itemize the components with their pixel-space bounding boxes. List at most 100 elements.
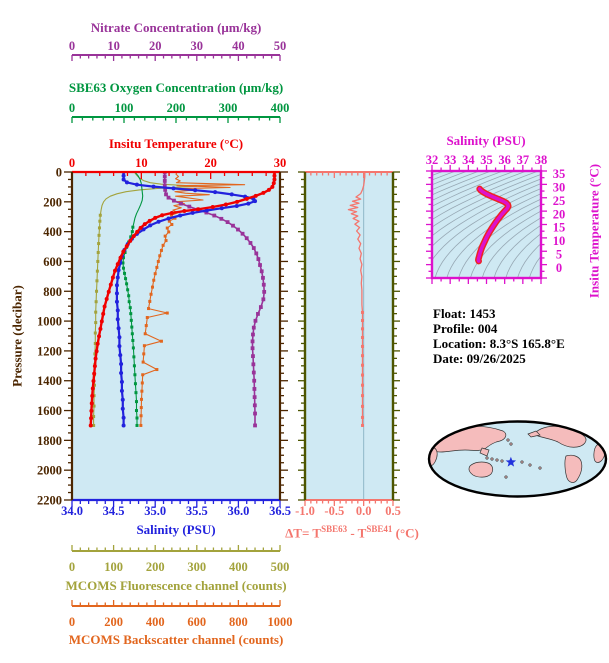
axis-tick-label: 0 bbox=[69, 156, 75, 170]
ts-temperature-tick-label: 20 bbox=[553, 207, 566, 221]
axis-tick-label: 10 bbox=[107, 39, 120, 53]
pressure-tick-label: 1800 bbox=[37, 434, 62, 448]
axis-tick-label: 0.5 bbox=[385, 504, 401, 518]
axis-tick-label: 0 bbox=[69, 39, 75, 53]
axis-tick-label: 20 bbox=[204, 156, 217, 170]
axis-tick-label: 0.0 bbox=[356, 504, 372, 518]
axis-tick-label: 36.0 bbox=[227, 504, 249, 518]
pressure-tick-label: 200 bbox=[43, 195, 62, 209]
axis-tick-label: 300 bbox=[219, 101, 238, 115]
float-id-line: Float: 1453 bbox=[433, 306, 496, 321]
axis-tick-label: 35.5 bbox=[186, 504, 208, 518]
axis-tick-label: 35.0 bbox=[144, 504, 166, 518]
ts-curve bbox=[476, 187, 511, 263]
axis-tick-label: -0.5 bbox=[324, 504, 344, 518]
fluorescence-axis: 0 100 200 300 400 500 bbox=[69, 545, 290, 574]
axis-tick-label: 36.5 bbox=[269, 504, 291, 518]
axis-tick-label: 0 bbox=[69, 560, 75, 574]
ts-temperature-tick-label: 0 bbox=[556, 261, 562, 275]
pressure-tick-label: 1400 bbox=[37, 374, 62, 388]
axis-tick-label: 20 bbox=[149, 39, 162, 53]
axis-tick-label: 400 bbox=[229, 560, 248, 574]
axis-tick-label: -1.0 bbox=[295, 504, 315, 518]
salinity-axis-title: Salinity (PSU) bbox=[136, 522, 216, 537]
delta-t-axis-title: ΔT= TSBE63 - TSBE41 (°C) bbox=[285, 522, 419, 540]
main-panel-axes: 0200400600800100012001400160018002000220… bbox=[37, 156, 291, 518]
main-panel-series bbox=[88, 172, 277, 428]
axis-tick-label: 1000 bbox=[268, 615, 293, 629]
axis-tick-label: 40 bbox=[232, 39, 245, 53]
map-continent bbox=[564, 454, 583, 483]
pressure-tick-label: 2000 bbox=[37, 464, 62, 478]
ts-temperature-tick-label: 10 bbox=[553, 234, 566, 248]
delta-t-panel-background bbox=[305, 172, 393, 500]
date-line: Date: 09/26/2025 bbox=[433, 351, 526, 366]
pressure-tick-label: 800 bbox=[43, 285, 62, 299]
axis-tick-label: 200 bbox=[146, 560, 165, 574]
map-island bbox=[528, 463, 532, 467]
fluorescence-axis-title: MCOMS Fluorescence channel (counts) bbox=[65, 578, 287, 593]
axis-tick-label: 0 bbox=[69, 615, 75, 629]
axis-tick-label: 0 bbox=[69, 101, 75, 115]
axis-tick-label: 30 bbox=[274, 156, 287, 170]
axis-tick-label: 400 bbox=[271, 101, 290, 115]
temperature-axis-title: Insitu Temperature (°C) bbox=[108, 136, 244, 151]
pressure-axis-title: Pressure (decibar) bbox=[9, 285, 25, 387]
main-panel-background bbox=[72, 172, 280, 500]
profile-number-line: Profile: 004 bbox=[433, 321, 498, 336]
map-island bbox=[490, 457, 494, 461]
pressure-tick-label: 400 bbox=[43, 225, 62, 239]
ts-temperature-tick-label: 5 bbox=[556, 247, 562, 261]
map-island bbox=[504, 475, 508, 479]
ts-temperature-axis-title: Insitu Temperature (°C) bbox=[586, 163, 602, 299]
map-island bbox=[509, 442, 513, 446]
oxygen-axis-title: SBE63 Oxygen Concentration (μm/kg) bbox=[68, 80, 284, 95]
pressure-tick-label: 0 bbox=[56, 166, 62, 180]
axis-tick-label: 34 bbox=[462, 153, 475, 167]
axis-tick-label: 400 bbox=[146, 615, 165, 629]
axis-tick-label: 100 bbox=[115, 101, 134, 115]
backscatter-axis: 0 200 400 600 800 1000 bbox=[69, 600, 293, 629]
map-island bbox=[506, 438, 510, 442]
pressure-tick-label: 2200 bbox=[37, 494, 62, 508]
map-island bbox=[538, 466, 542, 470]
axis-tick-label: 37 bbox=[517, 153, 530, 167]
map-continent bbox=[468, 461, 494, 478]
pressure-tick-label: 600 bbox=[43, 255, 62, 269]
axis-tick-label: 10 bbox=[135, 156, 148, 170]
map-island bbox=[495, 458, 499, 462]
delta-t-label-part: ΔT= T bbox=[285, 525, 322, 541]
delta-t-sup-sbe63: SBE63 bbox=[321, 524, 348, 534]
delta-t-series bbox=[347, 172, 366, 427]
ts-panel-background bbox=[432, 171, 541, 278]
pressure-tick-label: 1200 bbox=[37, 344, 62, 358]
pressure-tick-label: 1000 bbox=[37, 315, 62, 329]
ts-temperature-tick-label: 35 bbox=[553, 167, 566, 181]
axis-tick-label: 35 bbox=[480, 153, 493, 167]
nitrate-axis: 0 10 20 30 40 50 bbox=[69, 39, 286, 61]
ts-temperature-tick-label: 25 bbox=[553, 194, 566, 208]
map-outline bbox=[427, 420, 608, 498]
axis-tick-label: 500 bbox=[271, 560, 290, 574]
axis-tick-label: 30 bbox=[191, 39, 204, 53]
delta-t-axes: -1.0 -0.5 0.0 0.5 bbox=[295, 171, 401, 518]
location-line: Location: 8.3°S 165.8°E bbox=[433, 336, 565, 351]
nitrate-axis-title: Nitrate Concentration (μm/kg) bbox=[90, 20, 262, 35]
axis-tick-label: 600 bbox=[187, 615, 206, 629]
axis-tick-label: 38 bbox=[535, 153, 548, 167]
axis-tick-label: 50 bbox=[274, 39, 287, 53]
axis-tick-label: 32 bbox=[426, 153, 439, 167]
map-island bbox=[485, 456, 489, 460]
ts-curve-group bbox=[475, 185, 512, 265]
backscatter-axis-title: MCOMS Backscatter channel (counts) bbox=[68, 632, 284, 647]
ts-temperature-tick-label: 30 bbox=[553, 181, 566, 195]
axis-tick-label: 200 bbox=[104, 615, 123, 629]
map-continent bbox=[527, 430, 541, 438]
map-continent bbox=[479, 447, 490, 457]
ts-salinity-axis-title: Salinity (PSU) bbox=[446, 133, 526, 148]
map-continent bbox=[590, 424, 602, 433]
axis-tick-label: 100 bbox=[104, 560, 123, 574]
